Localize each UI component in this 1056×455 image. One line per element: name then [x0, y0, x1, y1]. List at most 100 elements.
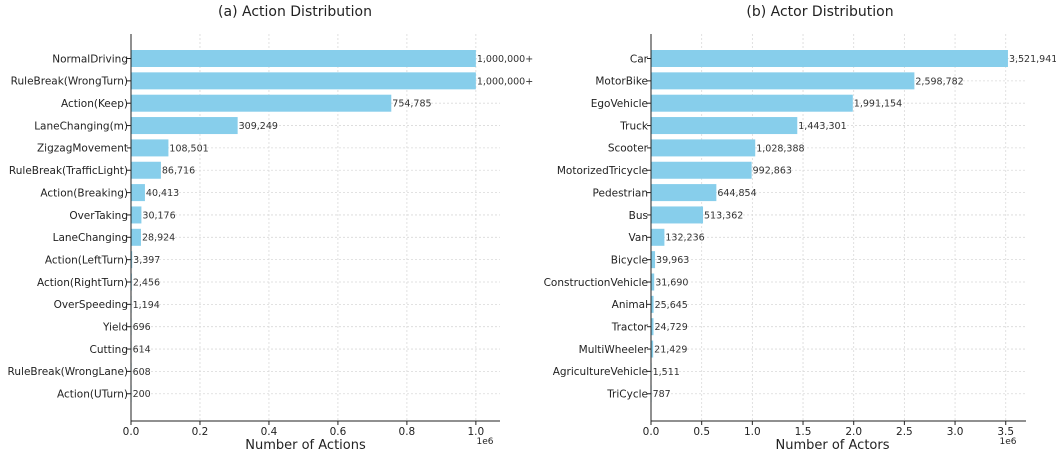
- bar: [651, 295, 654, 313]
- category-label: MotorizedTricycle: [557, 165, 648, 177]
- action-distribution-chart: (a) Action Distribution 0.0 0.2 0.4 0.6 0.8 1.…: [8, 4, 534, 453]
- category-label: Car: [630, 53, 649, 65]
- x-tick-label: 0.6: [330, 426, 347, 438]
- bar: [651, 139, 756, 157]
- data-label: 787: [653, 389, 671, 400]
- data-label: 3,397: [133, 255, 160, 266]
- bar: [651, 50, 1008, 67]
- data-label: 132,236: [665, 233, 704, 244]
- x-axis-title: Number of Actions: [245, 438, 366, 453]
- category-label: MultiWheeler: [579, 344, 649, 356]
- data-label: 1,991,154: [854, 99, 902, 110]
- category-label: Pedestrian: [593, 187, 648, 199]
- data-label: 1,511: [653, 367, 680, 378]
- x-tick-label: 3.0: [947, 426, 964, 438]
- category-label: LaneChanging: [53, 232, 128, 244]
- data-label: 1,000,000+: [477, 76, 533, 87]
- bar: [651, 161, 752, 179]
- bar: [651, 206, 704, 224]
- x-tick-label: 1.0: [468, 426, 485, 438]
- data-label: 25,645: [655, 300, 688, 311]
- data-label: 40,413: [146, 188, 179, 199]
- x-axis-multiplier: 1e6: [477, 437, 494, 447]
- category-label: MotorBike: [595, 76, 648, 88]
- category-label: Cutting: [90, 344, 128, 356]
- data-label: 992,863: [753, 166, 792, 177]
- category-label: RuleBreak(TrafficLight): [9, 165, 128, 177]
- bar: [131, 50, 476, 67]
- bar: [131, 206, 142, 224]
- category-label: EgoVehicle: [591, 98, 648, 110]
- bar: [651, 184, 717, 202]
- data-label: 31,690: [655, 277, 688, 288]
- x-axis-title: Number of Actors: [776, 438, 890, 453]
- category-label: Action(Keep): [61, 98, 128, 110]
- x-tick-label: 1.0: [744, 426, 761, 438]
- bar: [651, 94, 853, 112]
- category-label: Yield: [102, 322, 128, 334]
- data-label: 1,000,000+: [477, 54, 533, 65]
- category-label: LaneChanging(m): [34, 120, 128, 132]
- data-label: 2,598,782: [915, 76, 963, 87]
- data-label: 200: [133, 389, 151, 400]
- data-label: 39,963: [656, 255, 689, 266]
- data-label: 1,028,388: [756, 143, 804, 154]
- bar: [651, 72, 915, 90]
- x-tick-label: 1.5: [795, 426, 812, 438]
- x-axis-multiplier: 1e6: [1000, 437, 1017, 447]
- category-label: AgricultureVehicle: [553, 366, 648, 378]
- data-label: 21,429: [654, 344, 687, 355]
- data-label: 309,249: [239, 121, 278, 132]
- bar: [131, 72, 476, 90]
- data-label: 2,456: [133, 277, 160, 288]
- bar: [651, 228, 665, 246]
- data-label: 1,443,301: [798, 121, 846, 132]
- category-label: RuleBreak(WrongLane): [8, 366, 128, 378]
- category-label: RuleBreak(WrongTurn): [11, 76, 128, 88]
- bar: [651, 318, 654, 336]
- category-label: Bicycle: [611, 254, 648, 266]
- data-label: 28,924: [142, 233, 175, 244]
- data-label: 24,729: [655, 322, 688, 333]
- category-label: ZigzagMovement: [37, 143, 128, 155]
- x-tick-label: 0.0: [123, 426, 140, 438]
- category-label: Action(UTurn): [57, 389, 128, 401]
- chart-title: (b) Actor Distribution: [746, 4, 893, 20]
- bar: [131, 117, 238, 135]
- bar: [131, 251, 133, 269]
- data-label: 1,194: [133, 300, 160, 311]
- bar: [131, 184, 145, 202]
- bar: [651, 117, 798, 135]
- chart-title: (a) Action Distribution: [218, 4, 372, 20]
- x-tick-label: 0.0: [643, 426, 660, 438]
- x-tick-label: 3.5: [997, 426, 1014, 438]
- category-label: OverSpeeding: [54, 299, 128, 311]
- x-tick-label: 0.8: [399, 426, 416, 438]
- bar: [131, 94, 392, 112]
- x-tick-label: 0.5: [693, 426, 710, 438]
- x-tick-label: 0.2: [192, 426, 209, 438]
- category-label: Action(RightTurn): [37, 277, 128, 289]
- data-label: 513,362: [704, 210, 743, 221]
- actor-distribution-chart: (b) Actor Distribution 0.0 0.5 1.0 1.5 2.0 2.5…: [544, 4, 1056, 453]
- category-label: Truck: [619, 120, 649, 132]
- category-label: Bus: [629, 210, 648, 222]
- data-label: 696: [133, 322, 151, 333]
- category-label: Tractor: [611, 322, 649, 334]
- data-label: 644,854: [717, 188, 756, 199]
- category-label: Action(LeftTurn): [45, 254, 128, 266]
- bar: [131, 228, 141, 246]
- bar: [651, 273, 655, 291]
- category-label: Animal: [612, 299, 648, 311]
- data-label: 30,176: [142, 210, 175, 221]
- data-label: 608: [133, 367, 151, 378]
- bar: [131, 139, 169, 157]
- x-tick-label: 0.4: [261, 426, 278, 438]
- data-label: 108,501: [169, 143, 208, 154]
- x-tick-label: 2.5: [896, 426, 913, 438]
- category-label: NormalDriving: [52, 53, 128, 65]
- bar: [131, 161, 161, 179]
- bar: [651, 340, 654, 358]
- category-label: Action(Breaking): [40, 187, 128, 199]
